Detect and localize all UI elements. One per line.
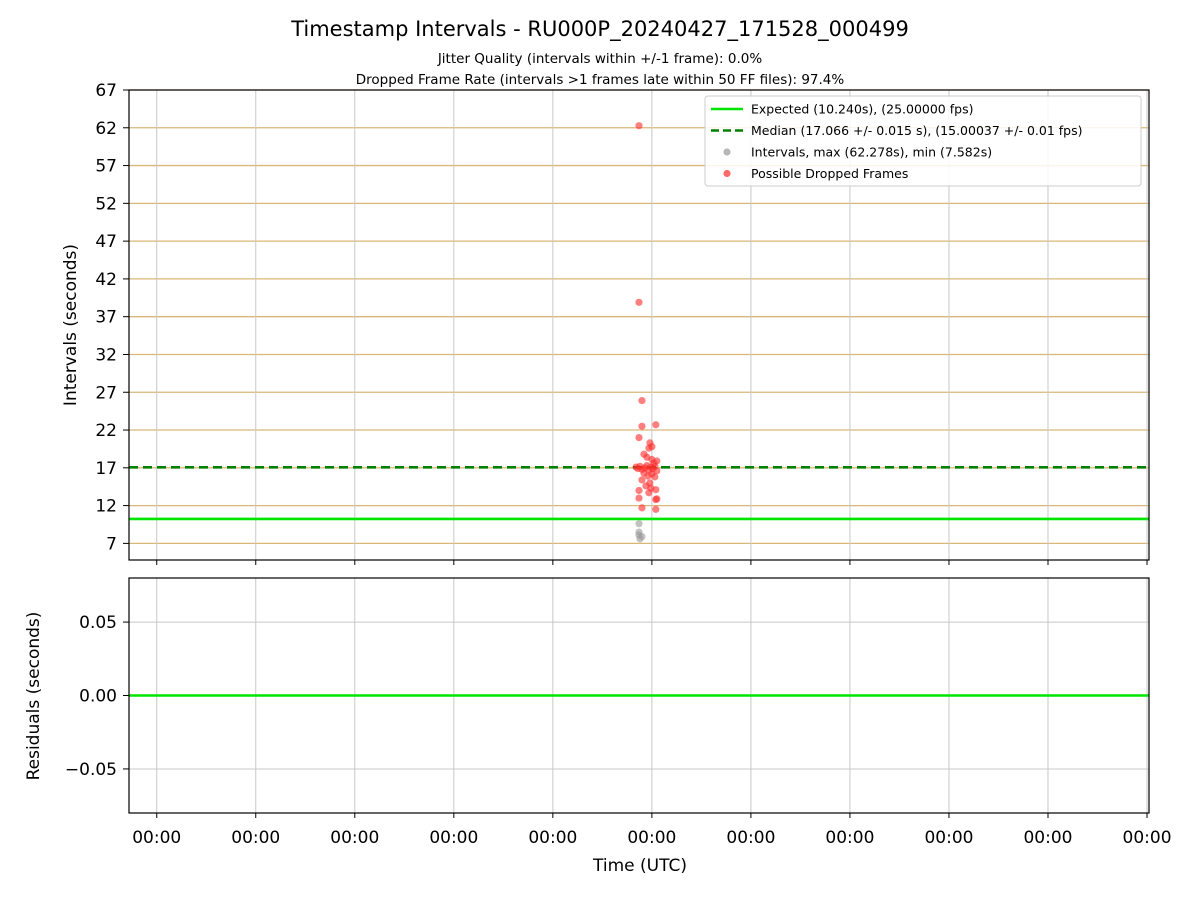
dropped-frame-point — [653, 495, 661, 503]
legend-box — [704, 95, 1142, 187]
x-axis-label: Time (UTC) — [592, 856, 687, 876]
bottom-y-tick-label: −0.05 — [65, 760, 117, 780]
legend-label: Median (17.066 +/- 0.015 s), (15.00037 +… — [751, 123, 1082, 138]
dropped-frame-point — [635, 486, 643, 495]
top-y-tick-label: 67 — [95, 81, 117, 101]
top-y-tick-label: 42 — [95, 270, 117, 290]
top-y-tick-label: 17 — [95, 459, 117, 479]
top-y-tick-label: 57 — [95, 157, 117, 177]
top-y-axis-label: Intervals (seconds) — [61, 244, 81, 406]
legend-label: Expected (10.240s), (25.00000 fps) — [751, 102, 973, 117]
interval-point — [635, 520, 643, 528]
legend-swatch-marker — [723, 148, 731, 156]
dropped-frame-point — [638, 396, 646, 405]
top-y-tick-label: 32 — [95, 345, 117, 365]
dropped-frame-point — [652, 421, 660, 429]
top-y-tick-label: 22 — [95, 421, 117, 441]
x-tick-label: 00:00 — [132, 828, 181, 848]
x-tick-label: 00:00 — [627, 828, 676, 848]
bottom-plot-frame — [128, 577, 1150, 814]
x-tick-label: 00:00 — [1123, 828, 1172, 848]
top-y-tick-label: 12 — [95, 497, 117, 517]
legend-label: Possible Dropped Frames — [751, 166, 908, 181]
x-tick-label: 00:00 — [1023, 828, 1072, 848]
chart-title: Timestamp Intervals - RU000P_20240427_17… — [290, 17, 909, 42]
dropped-frame-point — [651, 473, 659, 481]
dropped-frame-point — [638, 504, 646, 512]
bottom-y-axis-label: Residuals (seconds) — [24, 612, 44, 781]
top-y-tick-label: 7 — [106, 534, 117, 554]
legend-label: Intervals, max (62.278s), min (7.582s) — [751, 145, 992, 160]
x-tick-label: 00:00 — [726, 828, 775, 848]
bottom-y-tick-label: 0.05 — [79, 613, 117, 633]
x-tick-label: 00:00 — [924, 828, 973, 848]
top-y-tick-label: 47 — [95, 232, 117, 252]
x-tick-label: 00:00 — [825, 828, 874, 848]
residuals-plot: −0.05 0.00 0.05 00:00 00:00 00:00 00:00 00:00 00… — [65, 577, 1172, 848]
dropped-frame-point — [645, 489, 653, 497]
dropped-frame-point — [635, 298, 643, 306]
dropped-frame-point — [638, 422, 646, 430]
legend-swatch-marker — [723, 169, 731, 178]
chart-subtitle-jitter: Jitter Quality (intervals within +/-1 fr… — [437, 51, 763, 67]
top-y-tick-label: 52 — [95, 194, 117, 214]
chart-subtitle-dropped: Dropped Frame Rate (intervals >1 frames … — [356, 72, 845, 88]
top-y-tick-label: 62 — [95, 119, 117, 139]
dropped-frame-point — [635, 122, 643, 130]
dropped-frame-point — [652, 505, 660, 513]
top-plot-frame — [128, 89, 1150, 561]
interval-point — [638, 532, 646, 541]
top-y-tick-label: 37 — [95, 308, 117, 328]
dropped-frame-point — [635, 494, 643, 502]
top-y-tick-label: 27 — [95, 383, 117, 403]
dropped-frame-point — [652, 486, 660, 494]
bottom-y-tick-label: 0.00 — [79, 687, 117, 707]
x-tick-label: 00:00 — [330, 828, 379, 848]
dropped-frame-point — [638, 476, 646, 484]
dropped-frame-point — [648, 443, 656, 451]
x-tick-label: 00:00 — [528, 828, 577, 848]
legend: Expected (10.240s), (25.00000 fps) Median… — [704, 95, 1142, 187]
x-tick-label: 00:00 — [429, 828, 478, 848]
x-tick-label: 00:00 — [231, 828, 280, 848]
intervals-plot: 7 12 17 22 27 32 37 42 47 52 57 62 67 — [95, 81, 1150, 565]
dropped-frame-point — [635, 433, 643, 442]
